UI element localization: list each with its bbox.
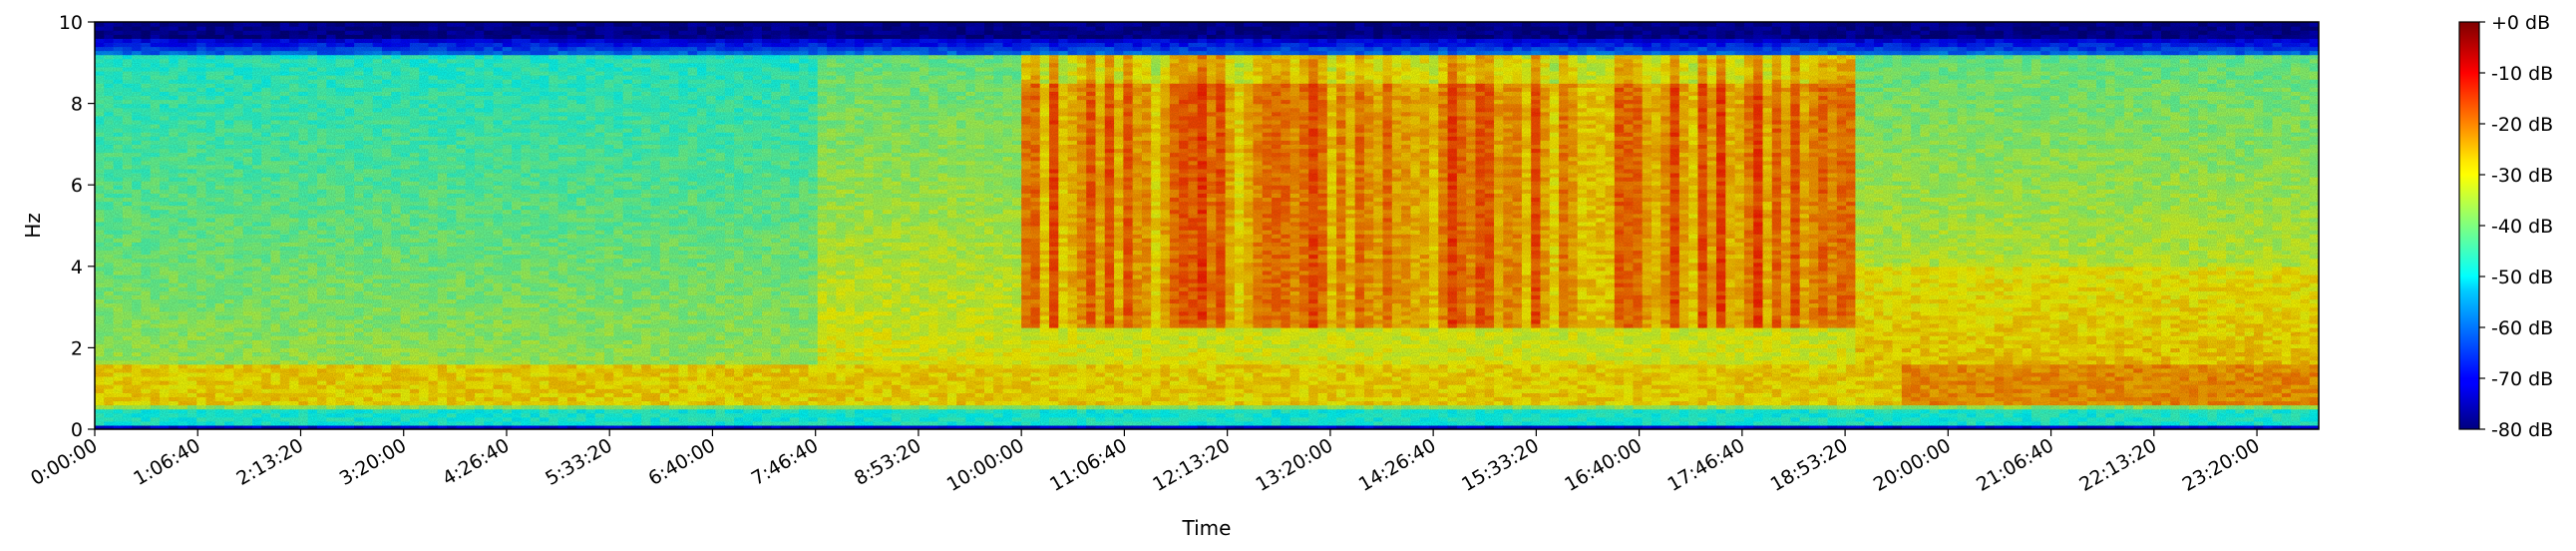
spectrogram-plot-area xyxy=(95,22,2319,429)
